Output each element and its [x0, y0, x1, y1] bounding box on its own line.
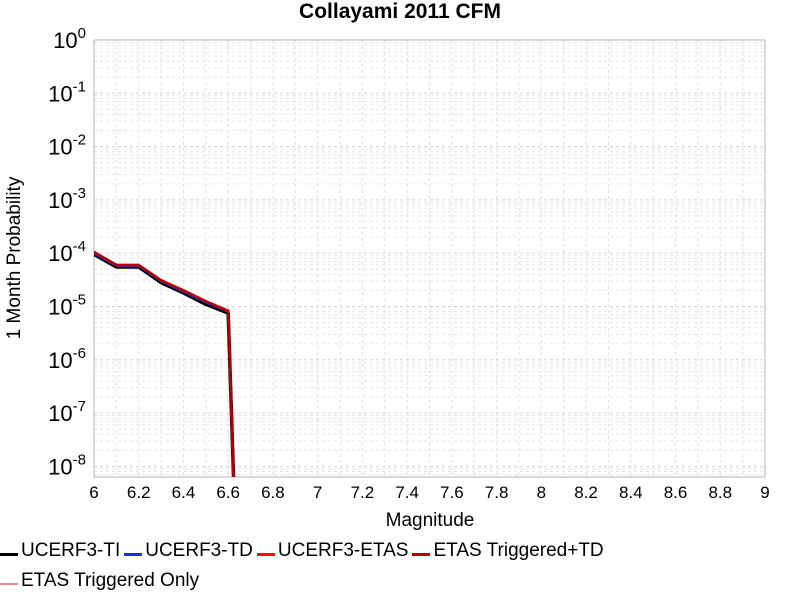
chart: Collayami 2011 CFM 10010-110-210-310-410…: [4, 0, 770, 531]
x-tick-label: 7.2: [351, 483, 375, 502]
legend-row: ETAS Triggered Only: [0, 566, 800, 596]
legend-row: UCERF3-TI UCERF3-TD UCERF3-ETAS ETAS Tri…: [0, 536, 800, 566]
x-axis-ticks: 6 6.2 6.4 6.6 6.8 7 7.2 7.4 7.6 7.8 8 8.2 8.4 8.6 8.8 9: [89, 483, 769, 502]
series-layer: [94, 250, 236, 477]
grid: [93, 40, 766, 477]
x-tick-label: 8.8: [708, 483, 732, 502]
y-tick-label: 100: [53, 25, 86, 53]
legend-label: ETAS Triggered+TD: [433, 540, 604, 561]
series-line-0: [94, 252, 236, 477]
y-tick-label: 10-6: [48, 345, 86, 373]
x-tick-label: 6.2: [127, 483, 151, 502]
y-tick-label: 10-8: [48, 451, 86, 479]
series-line-2: [94, 250, 235, 477]
legend: UCERF3-TI UCERF3-TD UCERF3-ETAS ETAS Tri…: [0, 536, 800, 596]
legend-swatch: [0, 583, 18, 585]
legend-swatch: [0, 552, 18, 556]
plot-area: [93, 39, 766, 478]
x-tick-label: 8.2: [574, 483, 598, 502]
legend-item-etas-triggered-td: ETAS Triggered+TD: [412, 540, 604, 562]
y-tick-label: 10-1: [48, 78, 86, 106]
x-tick-label: 8.4: [619, 483, 643, 502]
legend-label: ETAS Triggered Only: [21, 570, 200, 591]
chart-title: Collayami 2011 CFM: [299, 0, 501, 23]
legend-label: UCERF3-ETAS: [277, 540, 409, 561]
legend-label: UCERF3-TD: [145, 540, 253, 561]
x-tick-label: 9: [760, 483, 769, 502]
x-tick-label: 6.8: [261, 483, 285, 502]
x-tick-label: 6.6: [216, 483, 240, 502]
x-tick-label: 7.6: [440, 483, 464, 502]
y-axis-ticks: 100 10-1 10-2 10-3 10-4 10-5 10-6 10-7 10-8: [48, 25, 86, 479]
legend-item-etas-triggered-only: ETAS Triggered Only: [0, 570, 199, 592]
x-tick-label: 8.6: [664, 483, 688, 502]
legend-label: UCERF3-TI: [21, 540, 121, 561]
x-tick-label: 7.4: [395, 483, 419, 502]
x-tick-label: 6: [89, 483, 98, 502]
x-axis-label: Magnitude: [386, 510, 475, 531]
legend-item-ucerf3-etas: UCERF3-ETAS: [256, 540, 409, 562]
x-tick-label: 6.4: [172, 483, 196, 502]
legend-swatch: [412, 552, 431, 556]
legend-swatch: [256, 552, 275, 556]
x-tick-label: 7.8: [485, 483, 509, 502]
y-axis-label: 1 Month Probability: [4, 176, 25, 339]
legend-item-ucerf3-ti: UCERF3-TI: [0, 540, 120, 562]
legend-swatch: [124, 552, 143, 556]
series-line-3: [94, 250, 235, 477]
x-tick-label: 8: [537, 483, 546, 502]
series-line-1: [94, 252, 235, 477]
y-tick-label: 10-5: [48, 291, 86, 319]
x-tick-label: 7: [313, 483, 322, 502]
y-tick-label: 10-3: [48, 185, 86, 213]
y-tick-label: 10-4: [48, 238, 86, 266]
y-tick-label: 10-2: [48, 132, 86, 160]
y-tick-label: 10-7: [48, 398, 86, 426]
legend-item-ucerf3-td: UCERF3-TD: [124, 540, 253, 562]
